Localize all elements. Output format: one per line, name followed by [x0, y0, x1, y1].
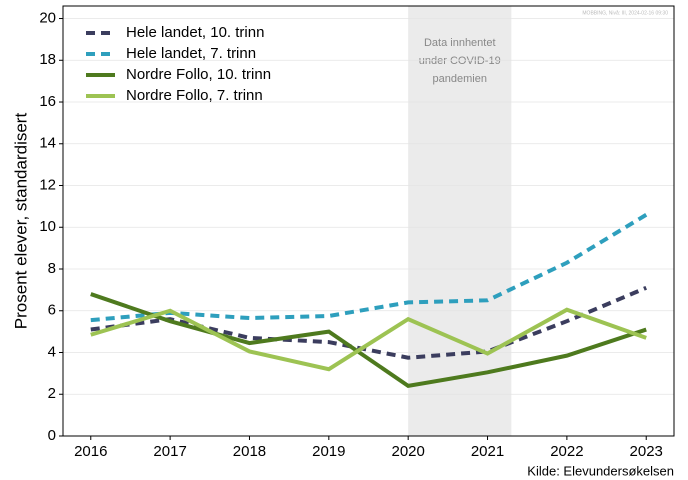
- series-line: [90, 213, 648, 323]
- y-tick-label: 16: [39, 93, 56, 110]
- legend-label: Nordre Follo, 10. trinn: [126, 66, 271, 83]
- y-tick-label: 2: [48, 385, 56, 402]
- y-tick-label: 12: [39, 176, 56, 193]
- watermark: MOBBING, Nivå: III, 2024-02-16 09:30: [582, 9, 668, 16]
- y-tick-label: 18: [39, 51, 56, 68]
- x-tick-label: 2018: [233, 443, 266, 460]
- x-tick-label: 2021: [471, 443, 504, 460]
- y-tick-label: 8: [48, 260, 56, 277]
- x-tick-label: 2020: [391, 443, 424, 460]
- series-line: [90, 292, 647, 389]
- x-tick-label: 2023: [630, 443, 663, 460]
- y-tick-label: 6: [48, 302, 56, 319]
- x-tick-label: 2017: [153, 443, 186, 460]
- series-line: [90, 307, 647, 372]
- series-line: [90, 285, 648, 360]
- plot-frame: [62, 5, 675, 437]
- legend-label: Nordre Follo, 7. trinn: [126, 87, 263, 104]
- y-tick-label: 14: [39, 135, 56, 152]
- x-tick-label: 2016: [74, 443, 107, 460]
- shade-annotation: pandemien: [433, 73, 487, 85]
- shade-annotation: Data innhentet: [424, 37, 496, 49]
- y-tick-label: 20: [39, 9, 56, 26]
- shade-annotation: under COVID-19: [419, 55, 501, 67]
- y-tick-label: 10: [39, 218, 56, 235]
- y-axis-label: Prosent elever, standardisert: [11, 113, 30, 330]
- covid-shade: [408, 6, 512, 436]
- legend-label: Hele landet, 10. trinn: [126, 24, 264, 41]
- legend-label: Hele landet, 7. trinn: [126, 45, 256, 62]
- y-tick-label: 4: [48, 343, 56, 360]
- x-tick-label: 2019: [312, 443, 345, 460]
- y-tick-label: 0: [48, 427, 56, 444]
- x-tick-label: 2022: [550, 443, 583, 460]
- source: Kilde: Elevundersøkelsen: [527, 463, 674, 478]
